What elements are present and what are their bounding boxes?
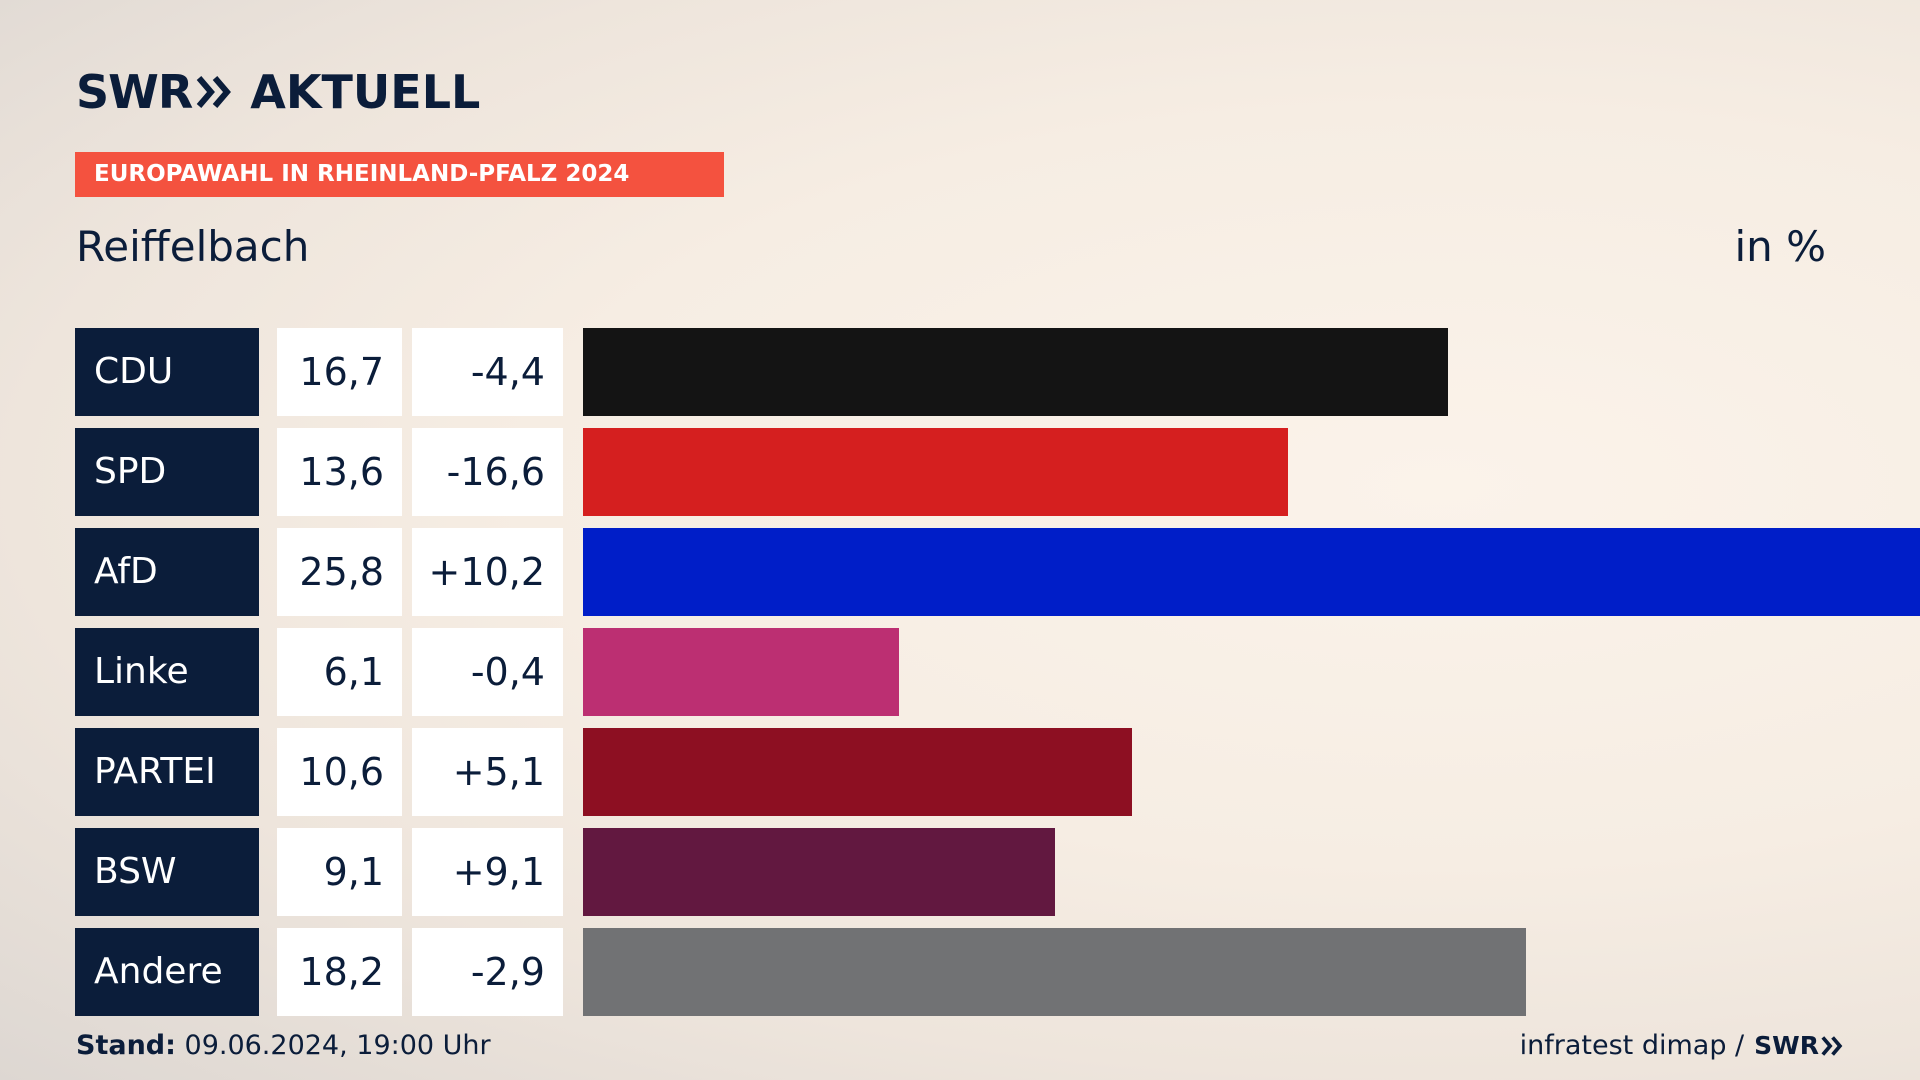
result-bar [583,828,1055,916]
result-bar [583,928,1526,1016]
result-bar [583,328,1448,416]
result-row: Linke 6,1 -0,4 [75,628,1845,716]
result-bar [583,428,1288,516]
result-row: PARTEI 10,6 +5,1 [75,728,1845,816]
stand-label: Stand: [76,1030,176,1061]
change-label: -16,6 [412,428,563,516]
swr-mini-logo: SWR [1754,1031,1843,1060]
vote-share-label: 6,1 [277,628,402,716]
change-label: +9,1 [412,828,563,916]
unit-label: in % [1734,222,1826,271]
change-label: +5,1 [412,728,563,816]
double-chevron-icon-small [1821,1035,1843,1056]
result-row: SPD 13,6 -16,6 [75,428,1845,516]
party-label: Andere [75,928,259,1016]
stand-value: 09.06.2024, 19:00 Uhr [184,1030,491,1061]
party-label: AfD [75,528,259,616]
vote-share-label: 16,7 [277,328,402,416]
result-bar [583,728,1132,816]
double-chevron-icon [196,74,232,110]
brand-name: SWR [76,65,193,119]
party-label: CDU [75,328,259,416]
source-brand: SWR [1754,1031,1819,1060]
vote-share-label: 13,6 [277,428,402,516]
party-label: BSW [75,828,259,916]
result-bar [583,528,1920,616]
election-banner: EUROPAWAHL IN RHEINLAND-PFALZ 2024 [75,152,724,197]
vote-share-label: 18,2 [277,928,402,1016]
result-row: CDU 16,7 -4,4 [75,328,1845,416]
change-label: +10,2 [412,528,563,616]
result-bar [583,628,899,716]
place-title: Reiffelbach [76,222,310,271]
party-label: PARTEI [75,728,259,816]
result-row: BSW 9,1 +9,1 [75,828,1845,916]
party-label: Linke [75,628,259,716]
brand-suffix: AKTUELL [250,65,481,119]
vote-share-label: 10,6 [277,728,402,816]
timestamp: Stand: 09.06.2024, 19:00 Uhr [76,1030,491,1061]
vote-share-label: 9,1 [277,828,402,916]
source-credit: infratest dimap / SWR [1520,1030,1843,1061]
party-label: SPD [75,428,259,516]
vote-share-label: 25,8 [277,528,402,616]
swr-aktuell-logo: SWR AKTUELL [76,65,481,119]
change-label: -2,9 [412,928,563,1016]
source-text: infratest dimap / [1519,1030,1745,1061]
change-label: -0,4 [412,628,563,716]
change-label: -4,4 [412,328,563,416]
result-row: Andere 18,2 -2,9 [75,928,1845,1016]
result-row: AfD 25,8 +10,2 [75,528,1920,616]
